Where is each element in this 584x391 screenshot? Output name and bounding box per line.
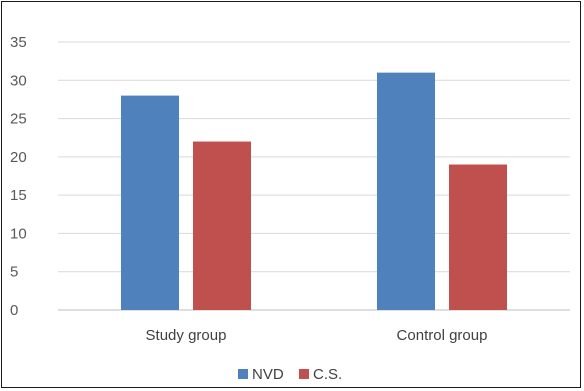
y-tick-label: 5 <box>10 264 18 281</box>
legend-label: NVD <box>252 366 284 383</box>
bar-nvd-control-group <box>377 72 435 310</box>
y-tick-label: 25 <box>10 111 27 128</box>
y-tick-label: 10 <box>10 225 27 242</box>
bars <box>121 72 507 310</box>
legend-swatch <box>299 369 309 379</box>
y-axis: 0 5 10 15 20 25 30 35 <box>10 34 27 319</box>
x-tick-label: Study group <box>146 327 227 344</box>
bar-nvd-study-group <box>121 95 179 310</box>
y-tick-label: 20 <box>10 149 27 166</box>
x-tick-label: Control group <box>397 327 488 344</box>
x-axis: Study group Control group <box>146 327 488 344</box>
bar-cs-control-group <box>449 164 507 310</box>
y-tick-label: 35 <box>10 34 27 51</box>
legend: NVD C.S. <box>238 366 342 383</box>
legend-swatch <box>238 369 248 379</box>
y-tick-label: 0 <box>10 302 18 319</box>
legend-label: C.S. <box>313 366 342 383</box>
y-tick-label: 30 <box>10 72 27 89</box>
y-tick-label: 15 <box>10 187 27 204</box>
bar-cs-study-group <box>193 141 251 310</box>
